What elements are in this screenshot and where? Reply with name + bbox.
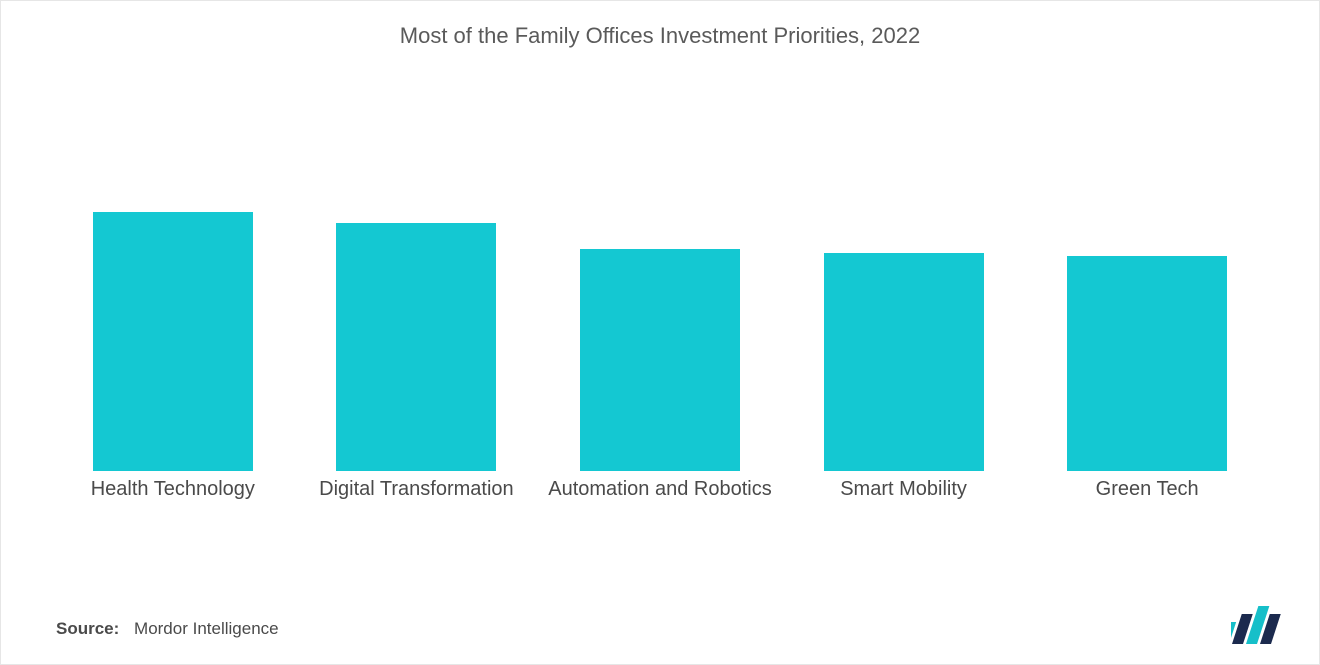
- bar-health-technology: [93, 212, 253, 471]
- bar-green-tech: [1067, 256, 1227, 471]
- x-label: Smart Mobility: [782, 476, 1026, 503]
- source-label: Source:: [56, 619, 119, 638]
- bar-slot: [782, 101, 1026, 471]
- bar-slot: [538, 101, 782, 471]
- x-label: Digital Transformation: [295, 476, 539, 503]
- bar-slot: [295, 101, 539, 471]
- bar-digital-transformation: [336, 223, 496, 471]
- x-label: Automation and Robotics: [538, 476, 782, 503]
- bar-slot: [51, 101, 295, 471]
- brand-logo-icon: [1231, 604, 1289, 646]
- source-attribution: Source: Mordor Intelligence: [56, 619, 279, 639]
- chart-title: Most of the Family Offices Investment Pr…: [1, 1, 1319, 49]
- bar-smart-mobility: [824, 253, 984, 471]
- x-label: Green Tech: [1025, 476, 1269, 503]
- source-value: Mordor Intelligence: [134, 619, 279, 638]
- x-label: Health Technology: [51, 476, 295, 503]
- x-axis-labels: Health Technology Digital Transformation…: [51, 476, 1269, 503]
- bar-slot: [1025, 101, 1269, 471]
- chart-plot-area: [51, 101, 1269, 471]
- bar-automation-and-robotics: [580, 249, 740, 471]
